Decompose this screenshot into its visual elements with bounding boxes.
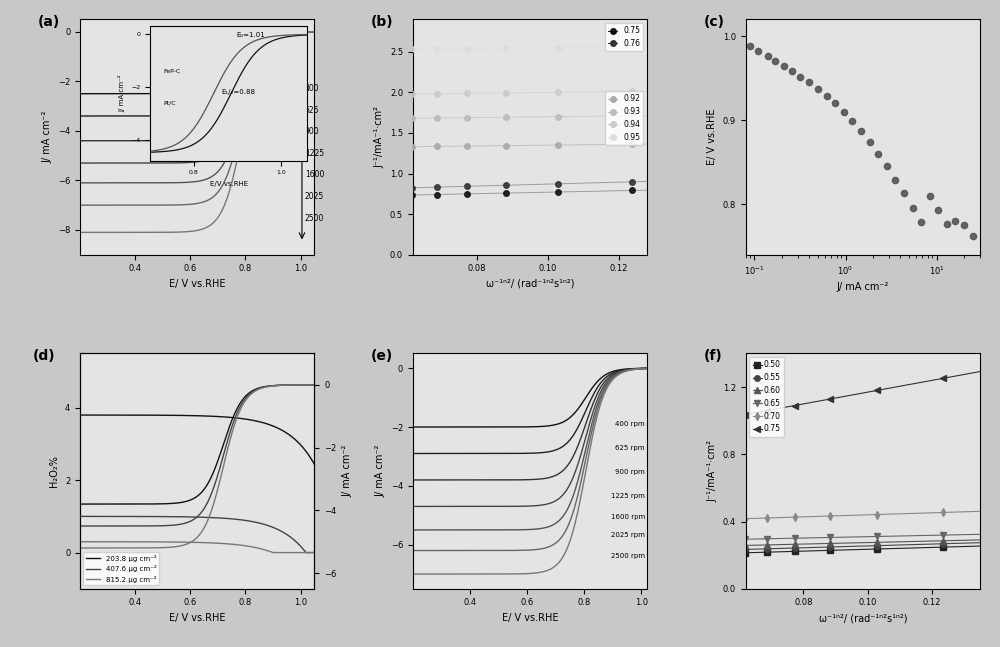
0.65 bbox=[739, 535, 751, 543]
0.55 bbox=[789, 544, 801, 552]
X-axis label: ω⁻¹ⁿ²/ (rad⁻¹ⁿ²s¹ⁿ²): ω⁻¹ⁿ²/ (rad⁻¹ⁿ²s¹ⁿ²) bbox=[819, 613, 907, 623]
Text: 625: 625 bbox=[305, 106, 319, 115]
0.75 bbox=[761, 407, 773, 415]
0.50 bbox=[937, 543, 949, 551]
Text: 900 rpm: 900 rpm bbox=[615, 468, 645, 475]
0.60 bbox=[761, 541, 773, 549]
0.70 bbox=[937, 509, 949, 516]
0.60 bbox=[937, 537, 949, 545]
Line: 0.50: 0.50 bbox=[742, 542, 1000, 556]
Text: 900: 900 bbox=[305, 127, 319, 137]
Text: 2500: 2500 bbox=[305, 214, 324, 223]
0.60 bbox=[871, 538, 883, 546]
Text: 400 rpm: 400 rpm bbox=[615, 421, 645, 427]
0.60 bbox=[789, 540, 801, 548]
X-axis label: J/ mA cm⁻²: J/ mA cm⁻² bbox=[837, 282, 889, 292]
0.70 bbox=[739, 515, 751, 523]
X-axis label: E/ V vs.RHE: E/ V vs.RHE bbox=[502, 613, 558, 623]
0.50 bbox=[871, 545, 883, 553]
Line: 0.55: 0.55 bbox=[742, 538, 1000, 553]
0.50 bbox=[824, 547, 836, 554]
0.65 bbox=[761, 535, 773, 543]
Text: 2500 rpm: 2500 rpm bbox=[611, 553, 645, 560]
Legend: 0.92, 0.93, 0.94, 0.95: 0.92, 0.93, 0.94, 0.95 bbox=[605, 91, 643, 145]
Legend: 203.8 μg cm⁻², 407.6 μg cm⁻², 815.2 μg cm⁻²: 203.8 μg cm⁻², 407.6 μg cm⁻², 815.2 μg c… bbox=[83, 552, 159, 586]
0.50 bbox=[739, 549, 751, 556]
0.50 bbox=[761, 548, 773, 556]
0.65 bbox=[937, 531, 949, 539]
X-axis label: E/ V vs.RHE: E/ V vs.RHE bbox=[169, 613, 225, 623]
Y-axis label: J⁻¹/mA⁻¹·cm²: J⁻¹/mA⁻¹·cm² bbox=[374, 106, 384, 168]
Text: 400: 400 bbox=[305, 84, 319, 93]
0.55 bbox=[761, 545, 773, 553]
Text: 1600: 1600 bbox=[305, 170, 324, 179]
Legend: 0.50, 0.55, 0.60, 0.65, 0.70, 0.75: 0.50, 0.55, 0.60, 0.65, 0.70, 0.75 bbox=[749, 357, 784, 437]
Y-axis label: J/ mA cm⁻²: J/ mA cm⁻² bbox=[375, 445, 385, 498]
0.70 bbox=[824, 512, 836, 520]
Y-axis label: J/ mA cm⁻²: J/ mA cm⁻² bbox=[42, 111, 52, 163]
Line: 0.60: 0.60 bbox=[742, 536, 1000, 548]
X-axis label: ω⁻¹ⁿ²/ (rad⁻¹ⁿ²s¹ⁿ²): ω⁻¹ⁿ²/ (rad⁻¹ⁿ²s¹ⁿ²) bbox=[486, 279, 574, 289]
Line: 0.70: 0.70 bbox=[742, 507, 1000, 521]
0.75 bbox=[824, 395, 836, 403]
X-axis label: E/ V vs.RHE: E/ V vs.RHE bbox=[169, 279, 225, 289]
0.65 bbox=[871, 532, 883, 540]
Line: 0.75: 0.75 bbox=[742, 357, 1000, 417]
0.50 bbox=[789, 547, 801, 555]
0.75 bbox=[739, 411, 751, 419]
0.75 bbox=[871, 386, 883, 394]
0.60 bbox=[824, 540, 836, 547]
Y-axis label: J/ mA cm⁻²: J/ mA cm⁻² bbox=[342, 445, 352, 498]
Text: 1600 rpm: 1600 rpm bbox=[611, 514, 645, 520]
Y-axis label: H₂O₂%: H₂O₂% bbox=[49, 455, 59, 487]
Text: 625 rpm: 625 rpm bbox=[615, 445, 645, 451]
0.75 bbox=[937, 375, 949, 382]
0.55 bbox=[871, 542, 883, 549]
0.60 bbox=[739, 542, 751, 549]
Text: (e): (e) bbox=[371, 349, 393, 363]
0.55 bbox=[937, 540, 949, 547]
0.75 bbox=[789, 402, 801, 410]
Text: (d): (d) bbox=[33, 349, 56, 363]
0.55 bbox=[739, 545, 751, 553]
0.65 bbox=[824, 534, 836, 542]
Y-axis label: E/ V vs.RHE: E/ V vs.RHE bbox=[707, 109, 717, 165]
Text: 2025 rpm: 2025 rpm bbox=[611, 532, 645, 538]
Text: (f): (f) bbox=[703, 349, 722, 363]
0.70 bbox=[789, 513, 801, 521]
0.70 bbox=[871, 510, 883, 518]
Text: 2025: 2025 bbox=[305, 192, 324, 201]
Text: 1225 rpm: 1225 rpm bbox=[611, 492, 645, 499]
Text: (c): (c) bbox=[703, 15, 724, 28]
Y-axis label: J⁻¹/mA⁻¹·cm²: J⁻¹/mA⁻¹·cm² bbox=[707, 440, 717, 502]
Line: 0.65: 0.65 bbox=[742, 531, 1000, 542]
0.55 bbox=[824, 543, 836, 551]
0.65 bbox=[789, 534, 801, 542]
Text: 1225: 1225 bbox=[305, 149, 324, 158]
Text: (b): (b) bbox=[371, 15, 393, 28]
Text: (a): (a) bbox=[38, 15, 60, 28]
0.70 bbox=[761, 514, 773, 522]
